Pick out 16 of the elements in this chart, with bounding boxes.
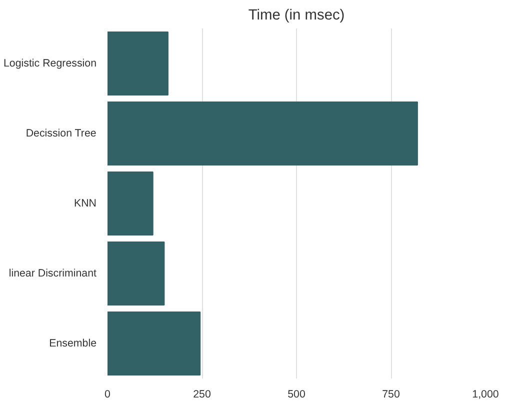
bar — [108, 312, 201, 376]
bar — [108, 242, 165, 306]
x-tick-label: 0 — [104, 388, 111, 400]
y-tick-label: Logistic Regression — [4, 58, 97, 70]
y-tick-label: KNN — [74, 198, 96, 210]
bar — [108, 102, 418, 166]
bar — [108, 172, 154, 236]
x-tick-label: 500 — [288, 388, 306, 400]
y-tick-label: linear Discriminant — [8, 268, 97, 280]
chart-title: Time (in msec) — [248, 8, 345, 24]
x-tick-label: 250 — [193, 388, 211, 400]
x-tick-label: 750 — [382, 388, 400, 400]
y-tick-label: Ensemble — [49, 338, 97, 350]
x-tick-label: 1,000 — [472, 388, 499, 400]
y-tick-label: Decission Tree — [26, 128, 96, 140]
bar — [108, 32, 168, 96]
